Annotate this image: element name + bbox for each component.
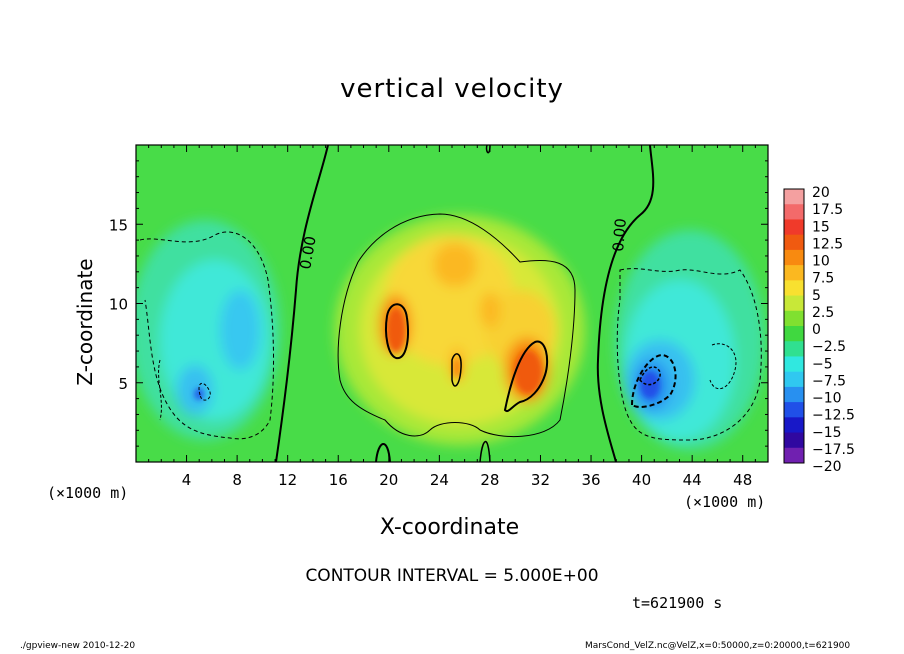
time-label: t=621900 s (632, 594, 723, 612)
x-tick-label: 32 (531, 471, 550, 489)
colorbar-label: −5 (812, 356, 833, 372)
colorbar-swatch (784, 432, 804, 449)
footer-left: ./gpview-new 2010-12-20 (20, 641, 136, 651)
x-tick-label: 48 (733, 471, 752, 489)
colorbar-label: −12.5 (812, 408, 855, 424)
colorbar-swatch (784, 249, 804, 266)
colorbar-swatch (784, 280, 804, 297)
x-tick-label: 12 (278, 471, 297, 489)
x-unit-right: (×1000 m) (684, 493, 766, 511)
colorbar-swatch (784, 189, 804, 205)
contour-label-left: 0.00 (296, 235, 320, 271)
colorbar-label: 20 (812, 185, 830, 201)
colorbar-label: 12.5 (812, 236, 843, 252)
chart-title: vertical velocity (340, 74, 564, 104)
x-tick-label: 28 (480, 471, 499, 489)
colorbar-swatch (784, 234, 804, 251)
colorbar-frame (783, 188, 805, 464)
colorbar-swatch (784, 204, 804, 220)
colorbar-swatch (784, 310, 804, 327)
colorbar-label: −15 (812, 425, 842, 441)
x-tick-label: 4 (182, 471, 192, 489)
x-tick-label: 40 (632, 471, 651, 489)
colorbar-label: 0 (812, 322, 821, 338)
x-tick-label: 24 (430, 471, 449, 489)
y-tick-label: 10 (109, 296, 128, 314)
contour-label-right: 0.00 (609, 218, 630, 253)
y-tick-label: 5 (118, 375, 128, 393)
footer-right: MarsCond_VelZ.nc@VelZ,x=0:50000,z=0:2000… (585, 641, 851, 651)
colorbar-swatch (784, 326, 804, 342)
y-tick-label: 15 (109, 216, 128, 234)
colorbar-swatch (784, 386, 804, 403)
colorbar-label: 10 (812, 254, 830, 270)
colorbar-label: 5 (812, 288, 821, 304)
colorbar-swatch (784, 417, 804, 434)
colorbar-swatch (784, 265, 804, 281)
y-axis-label: Z-coordinate (73, 258, 97, 386)
x-tick-label: 44 (683, 471, 702, 489)
heatmap-field: 0.00 0.00 (136, 145, 768, 462)
colorbar-label: 17.5 (812, 202, 843, 218)
colorbar-label: 2.5 (812, 305, 834, 321)
colorbar-label: −10 (812, 391, 842, 407)
colorbar-label: −17.5 (812, 442, 855, 458)
x-tick-label: 36 (581, 471, 600, 489)
colorbar-label: −2.5 (812, 339, 846, 355)
x-tick-label: 20 (379, 471, 398, 489)
colorbar-label: 15 (812, 219, 830, 235)
contour-lines (139, 145, 762, 462)
colorbar-swatch (784, 371, 804, 388)
x-axis: 4 8 12 16 20 24 28 32 36 40 44 48 (148, 145, 756, 489)
x-unit-left: (×1000 m) (47, 484, 129, 502)
colorbar-swatch (784, 295, 804, 312)
x-axis-label: X-coordinate (379, 515, 520, 540)
colorbar-swatch (784, 402, 804, 418)
contour-interval: CONTOUR INTERVAL = 5.000E+00 (305, 566, 599, 586)
colorbar-swatch (784, 356, 804, 373)
colorbar-swatch (784, 219, 804, 236)
y-axis: 5 10 15 (109, 160, 768, 447)
x-tick-label: 8 (232, 471, 242, 489)
colorbar-swatch (784, 447, 804, 464)
colorbar-label: 7.5 (812, 271, 834, 287)
x-tick-label: 16 (329, 471, 348, 489)
colorbar-swatch (784, 341, 804, 357)
colorbar-label: −7.5 (812, 373, 846, 389)
colorbar-label: −20 (812, 459, 842, 475)
